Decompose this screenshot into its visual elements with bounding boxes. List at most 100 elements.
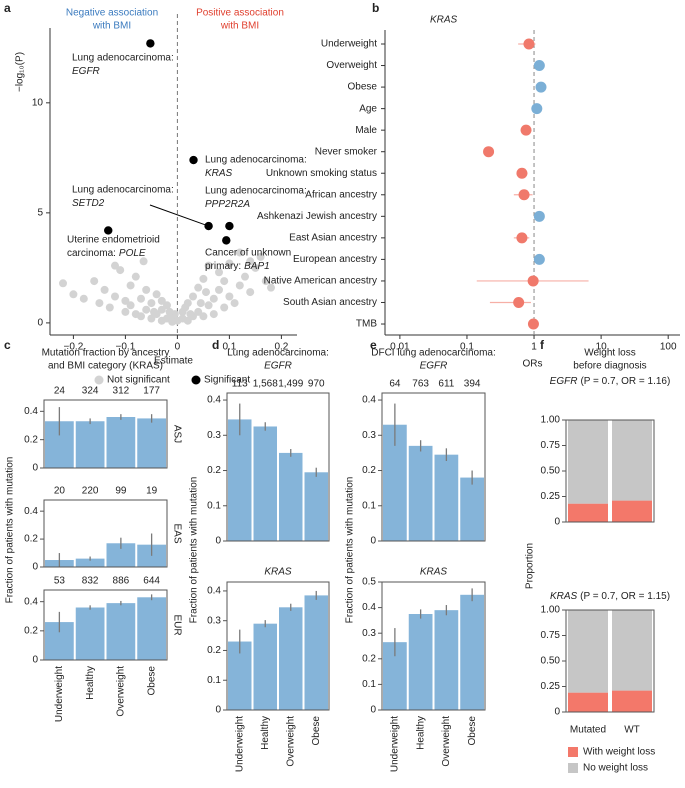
point xyxy=(150,307,158,316)
x-tick-label: 100 xyxy=(660,342,677,353)
plot-frame xyxy=(43,399,168,469)
chart-title: Lung adenocarcinoma: xyxy=(227,348,329,359)
point xyxy=(241,272,249,281)
point xyxy=(111,261,119,270)
y-tick-label: 0.4 xyxy=(24,596,38,607)
point xyxy=(142,305,151,314)
subtitle-gene: KRAS xyxy=(550,591,578,602)
y-axis-label: Proportion xyxy=(525,543,536,589)
significant-point xyxy=(104,226,113,235)
odds-ratio-point xyxy=(518,189,530,201)
y-tick-label: 0.1 xyxy=(362,679,376,690)
stacked-bar-segment xyxy=(612,420,652,501)
bar xyxy=(383,424,407,541)
x-tick-label: 0 xyxy=(175,342,181,353)
plot-frame xyxy=(226,581,330,711)
x-tick-label: Mutated xyxy=(570,725,606,736)
x-tick-label: Underweight xyxy=(234,716,245,772)
x-tick-label: WT xyxy=(624,725,640,736)
y-tick-label: 0.25 xyxy=(541,681,561,692)
point xyxy=(181,303,190,312)
plot-frame xyxy=(565,609,655,713)
significant-point xyxy=(189,155,198,165)
point xyxy=(163,301,171,310)
y-tick-label: 10 xyxy=(32,97,44,108)
significant-point xyxy=(204,221,213,231)
sample-size: 644 xyxy=(143,576,160,587)
x-axis-label: ORs xyxy=(523,359,543,370)
y-tick-label: 0.2 xyxy=(362,465,376,476)
sample-size: 312 xyxy=(113,386,130,397)
legend-label: No weight loss xyxy=(583,763,648,774)
annotation: Lung adenocarcinoma: xyxy=(205,155,307,166)
bar xyxy=(228,641,252,710)
x-axis-label: Estimate xyxy=(154,356,193,367)
y-tick-label: 0 xyxy=(32,463,38,474)
point xyxy=(225,259,234,268)
bar xyxy=(137,597,166,660)
odds-ratio-point xyxy=(527,275,539,287)
significant-point xyxy=(225,221,234,231)
point xyxy=(126,281,135,290)
y-tick-label: 0.4 xyxy=(24,406,38,417)
legend-swatch xyxy=(568,763,578,773)
y-tick-label: Underweight xyxy=(321,39,377,50)
odds-ratio-point xyxy=(513,296,525,308)
bar xyxy=(253,623,277,710)
chart-title: EGFR xyxy=(264,361,292,372)
y-tick-label: 0.2 xyxy=(207,645,221,656)
x-tick-label: 0.2 xyxy=(274,342,288,353)
point xyxy=(220,303,229,312)
x-tick-label: Overweight xyxy=(441,716,452,767)
panel-letter: d xyxy=(212,338,219,352)
y-tick-label: 0.25 xyxy=(541,491,561,502)
odds-ratio-point xyxy=(533,210,545,222)
point xyxy=(116,266,125,275)
bar xyxy=(408,445,433,541)
point xyxy=(235,248,244,257)
panel-letter: e xyxy=(370,338,377,352)
y-tick-label: 1.00 xyxy=(541,415,561,426)
annotation: Cancer of unknown xyxy=(205,248,291,259)
y-tick-label: 0.3 xyxy=(362,430,376,441)
point xyxy=(261,277,270,286)
panel-letter: b xyxy=(372,1,379,15)
point xyxy=(79,294,88,303)
panel-letter: a xyxy=(4,1,11,15)
point xyxy=(199,274,208,283)
x-tick-label: Healthy xyxy=(260,716,271,750)
y-tick-label: Overweight xyxy=(326,60,377,71)
facet-label: ASJ xyxy=(171,425,182,443)
y-tick-label: 0.2 xyxy=(362,653,376,664)
odds-ratio-point xyxy=(516,232,528,244)
y-tick-label: Obese xyxy=(348,82,378,93)
y-tick-label: 0.4 xyxy=(24,506,38,517)
sample-size: 970 xyxy=(308,379,325,390)
y-tick-label: 0.2 xyxy=(207,465,221,476)
chart-title: DFCI lung adenocarcinoma: xyxy=(371,348,496,359)
y-tick-label: 0 xyxy=(554,707,560,718)
bar xyxy=(304,595,328,710)
x-tick-label: Obese xyxy=(146,666,157,696)
bar xyxy=(106,603,136,660)
odds-ratio-point xyxy=(523,38,535,50)
x-tick-label: 1 xyxy=(531,342,537,353)
y-tick-label: East Asian ancestry xyxy=(289,233,377,244)
direction-label: with BMI xyxy=(92,21,131,32)
annotation-gene: BAP1 xyxy=(244,261,270,272)
bar xyxy=(137,418,166,468)
point xyxy=(121,296,130,305)
chart-title: before diagnosis xyxy=(573,361,646,372)
significant-point xyxy=(222,236,231,245)
subtitle-stats: (P = 0.7, OR = 1.15) xyxy=(580,591,670,602)
legend-swatch xyxy=(568,747,578,757)
point xyxy=(69,290,78,299)
annotation: Lung adenocarcinoma: xyxy=(72,53,174,64)
y-tick-label: 0.3 xyxy=(362,628,376,639)
sample-size: 763 xyxy=(412,379,429,390)
point xyxy=(147,314,156,323)
sample-size: 99 xyxy=(115,486,127,497)
facet-label: EUR xyxy=(171,614,182,635)
y-tick-label: 0.1 xyxy=(362,500,376,511)
point xyxy=(152,290,161,299)
